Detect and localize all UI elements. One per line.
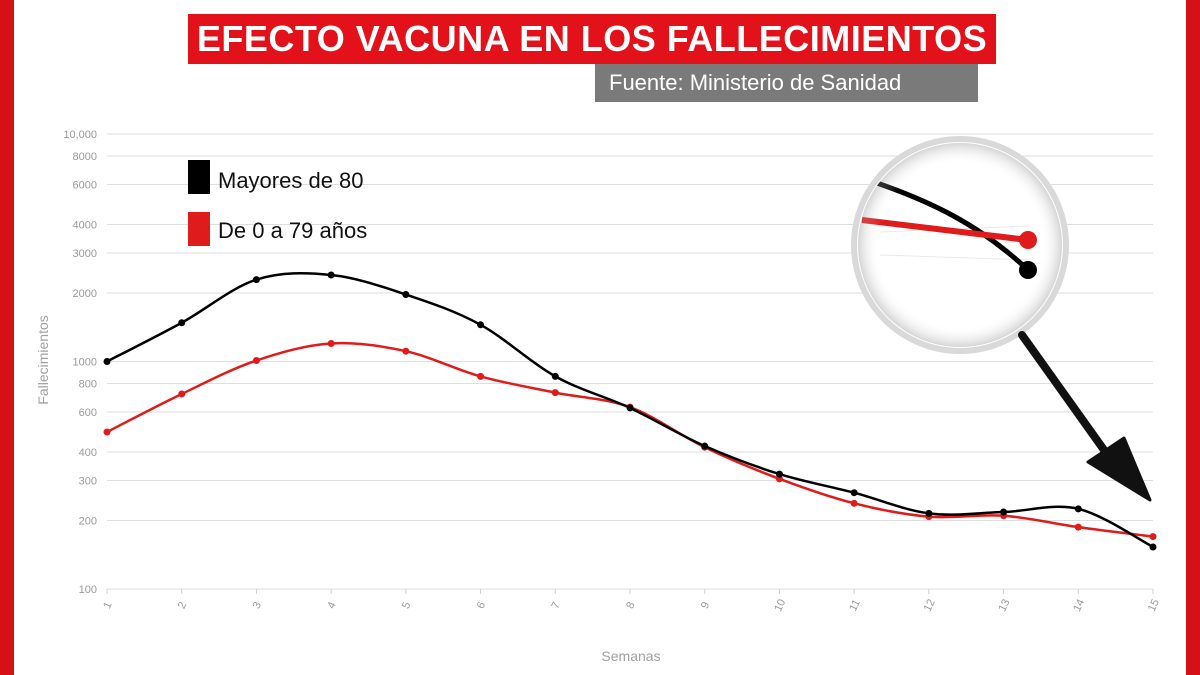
x-tick-label: 13: [996, 597, 1012, 613]
data-point-over80: [1074, 505, 1082, 513]
y-tick-label: 100: [79, 584, 97, 596]
y-axis-label: Fallecimientos: [35, 315, 51, 404]
legend-swatch-over80: [188, 160, 210, 194]
y-tick-label: 300: [79, 475, 97, 487]
y-tick-label: 400: [79, 447, 97, 459]
right-red-border: [1186, 0, 1200, 675]
x-tick-label: 10: [772, 597, 788, 613]
data-point-under80: [1149, 533, 1157, 541]
y-tick-label: 2000: [73, 288, 97, 300]
data-point-under80: [103, 428, 111, 436]
data-point-under80: [551, 389, 559, 397]
series-layer: [103, 271, 1157, 551]
x-axis-label: Semanas: [601, 648, 660, 664]
data-point-under80: [327, 339, 335, 347]
data-point-under80: [178, 390, 186, 398]
data-point-over80: [1000, 508, 1008, 516]
x-tick-label: 14: [1071, 597, 1087, 613]
x-tick-label: 11: [847, 598, 863, 613]
x-tick-label: 2: [176, 600, 189, 611]
data-point-over80: [1149, 543, 1157, 551]
y-tick-label: 6000: [73, 179, 97, 191]
y-tick-label: 4000: [73, 220, 97, 232]
data-point-over80: [178, 319, 186, 327]
left-red-border: [0, 0, 14, 675]
x-tick-label: 5: [400, 600, 413, 611]
y-tick-label: 3000: [73, 248, 97, 260]
legend-label-over80: Mayores de 80: [218, 168, 364, 193]
series-line-under80: [106, 341, 1154, 538]
magnifier-zoom-inset-icon: [851, 136, 1069, 354]
data-point-over80: [103, 358, 111, 365]
data-point-over80: [402, 291, 410, 299]
data-point-under80: [252, 357, 260, 365]
data-point-over80: [626, 404, 634, 412]
data-point-over80: [551, 372, 559, 380]
y-axis-ticks: 100 200 300 400 600 800 1000 2000 3000 4000 6000 80…: [63, 129, 97, 596]
y-tick-label: 600: [79, 407, 97, 419]
data-point-over80: [925, 509, 933, 517]
y-tick-label: 200: [79, 516, 97, 528]
legend-label-under80: De 0 a 79 años: [218, 218, 367, 243]
data-point-under80: [477, 372, 485, 380]
data-point-over80: [701, 442, 709, 450]
x-tick-label: 1: [101, 600, 114, 611]
legend: Mayores de 80 De 0 a 79 años: [188, 160, 367, 246]
data-point-under80: [402, 347, 410, 355]
y-tick-label: 8000: [73, 151, 97, 163]
x-tick-label: 8: [624, 600, 637, 611]
x-tick-label: 3: [251, 600, 264, 611]
data-point-over80: [477, 321, 485, 329]
title-banner: EFECTO VACUNA EN LOS FALLECIMIENTOS: [188, 14, 996, 64]
y-tick-label: 800: [79, 379, 97, 391]
data-point-over80: [850, 489, 858, 497]
x-tick-label: 6: [475, 600, 488, 611]
x-tick-label: 7: [549, 600, 562, 611]
data-point-over80: [775, 470, 783, 478]
x-tick-label: 15: [1146, 597, 1162, 613]
arrow-pointer-icon: [1018, 331, 1152, 502]
x-tick-label: 4: [325, 600, 338, 611]
legend-swatch-under80: [188, 212, 210, 246]
data-point-under80: [850, 499, 858, 507]
data-point-over80: [252, 276, 260, 284]
y-tick-label: 1000: [73, 357, 97, 369]
x-tick-label: 9: [699, 600, 712, 611]
source-label: Fuente: Ministerio de Sanidad: [595, 64, 978, 102]
x-axis-ticks: 1 2 3 4 5 6 7 8 9 10 11 12 13 14 15: [101, 589, 1162, 614]
data-point-over80: [327, 271, 335, 279]
x-tick-label: 12: [922, 597, 938, 613]
data-point-under80: [1074, 523, 1082, 531]
y-tick-label: 10,000: [63, 129, 97, 141]
